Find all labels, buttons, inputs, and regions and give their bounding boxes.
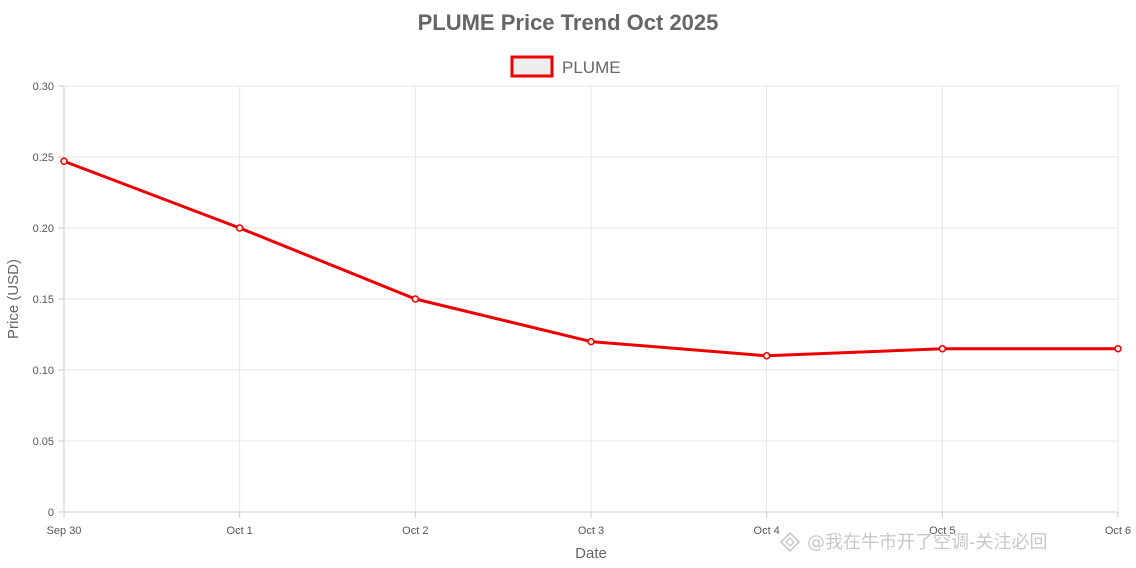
data-point[interactable] bbox=[587, 337, 595, 346]
x-tick-label: Sep 30 bbox=[47, 525, 82, 537]
y-tick-label: 0.30 bbox=[33, 81, 54, 93]
data-point[interactable] bbox=[411, 295, 420, 303]
legend-label-plume[interactable]: PLUME bbox=[562, 58, 621, 77]
data-point[interactable] bbox=[60, 157, 68, 166]
x-tick-label: Oct 4 bbox=[754, 525, 780, 537]
y-tick-label: 0.10 bbox=[33, 365, 54, 377]
y-tick-label: 0.15 bbox=[33, 294, 54, 306]
legend-swatch-plume[interactable] bbox=[510, 55, 554, 78]
logo-icon bbox=[779, 531, 801, 553]
y-tick-label: 0.20 bbox=[33, 223, 54, 235]
y-tick-label: 0.05 bbox=[33, 436, 54, 448]
data-point[interactable] bbox=[938, 344, 947, 353]
data-point[interactable] bbox=[1114, 344, 1122, 353]
chart-title: PLUME Price Trend Oct 2025 bbox=[418, 10, 719, 35]
legend[interactable]: PLUME bbox=[510, 55, 621, 78]
x-tick-label: Oct 5 bbox=[929, 525, 955, 537]
x-axis-ticks: Sep 30 Oct 1 Oct 2 Oct 3 Oct 4 Oct 5 Oct 6 bbox=[47, 525, 1132, 537]
y-tick-label: 0 bbox=[48, 507, 54, 519]
y-axis-title: Price (USD) bbox=[5, 259, 22, 339]
x-axis-title: Date bbox=[575, 545, 607, 562]
axes bbox=[58, 85, 1119, 518]
y-tick-label: 0.25 bbox=[33, 152, 54, 164]
grid bbox=[63, 85, 1119, 513]
watermark-text: @我在牛市开了空调-关注必回 bbox=[807, 532, 1048, 553]
y-axis-ticks: 0 0.05 0.10 0.15 0.20 0.25 0.30 bbox=[33, 81, 54, 519]
x-tick-label: Oct 3 bbox=[578, 525, 604, 537]
data-point[interactable] bbox=[762, 352, 771, 360]
x-tick-label: Oct 1 bbox=[227, 525, 253, 537]
data-point[interactable] bbox=[235, 224, 244, 232]
series-plume bbox=[60, 157, 1122, 360]
watermark: @我在牛市开了空调-关注必回 bbox=[779, 531, 1048, 553]
x-tick-label: Oct 2 bbox=[402, 525, 428, 537]
x-tick-label: Oct 6 bbox=[1105, 525, 1131, 537]
